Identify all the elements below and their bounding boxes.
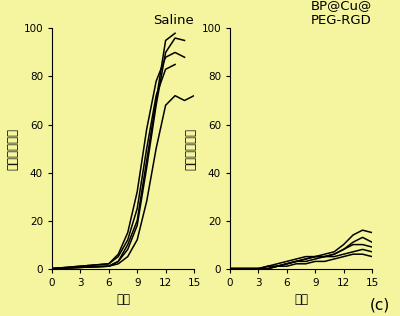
Text: BP@Cu@
PEG-RGD: BP@Cu@ PEG-RGD [311, 0, 372, 27]
Y-axis label: 腫瘍相対体積: 腫瘍相対体積 [6, 128, 19, 169]
X-axis label: 日数: 日数 [116, 293, 130, 306]
Text: (c): (c) [370, 298, 390, 313]
X-axis label: 日数: 日数 [294, 293, 308, 306]
Y-axis label: 腫瘍相対体積: 腫瘍相対体積 [184, 128, 197, 169]
Text: Saline: Saline [153, 14, 194, 27]
